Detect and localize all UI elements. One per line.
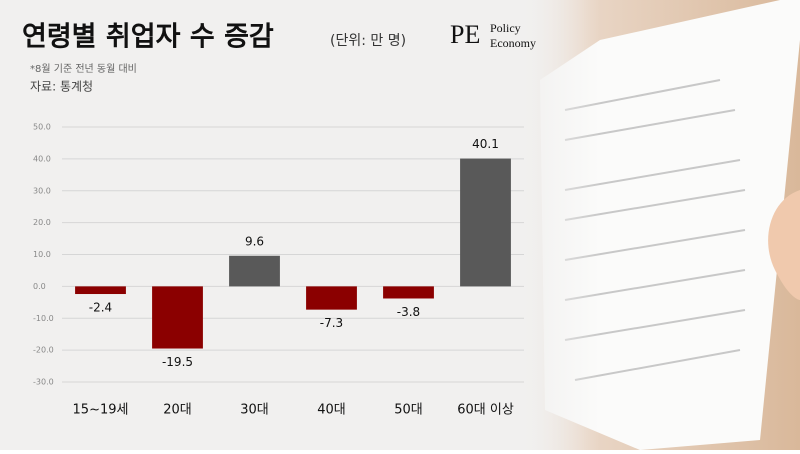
y-tick-label: 50.0 — [33, 123, 51, 132]
chart-note: *8월 기준 전년 동월 대비 — [30, 63, 137, 75]
x-tick-label: 40대 — [317, 403, 346, 418]
chart-subtitle: (단위: 만 명) — [330, 33, 406, 49]
bar — [460, 158, 511, 287]
value-label: -7.3 — [320, 316, 343, 330]
resume-paper — [540, 0, 800, 450]
bar — [306, 286, 357, 310]
x-tick-label: 15~19세 — [73, 403, 129, 418]
x-tick-label: 60대 이상 — [457, 403, 514, 418]
value-label: -3.8 — [397, 305, 420, 319]
value-label: -19.5 — [162, 355, 193, 369]
bar — [152, 286, 203, 349]
y-tick-label: 40.0 — [33, 154, 51, 163]
logo-mark: PE — [450, 20, 480, 49]
value-label: 40.1 — [472, 137, 499, 151]
y-tick-label: -30.0 — [33, 378, 54, 387]
photo-fade — [520, 0, 600, 450]
x-tick-label: 30대 — [240, 403, 269, 418]
y-tick-label: 0.0 — [33, 282, 46, 291]
logo-line1: Policy — [490, 21, 521, 35]
y-tick-label: 20.0 — [33, 218, 51, 227]
value-label: -2.4 — [89, 301, 112, 315]
x-tick-label: 50대 — [394, 403, 423, 418]
bar — [75, 286, 126, 295]
value-label: 9.6 — [245, 234, 264, 248]
y-tick-label: -10.0 — [33, 314, 54, 323]
y-tick-label: 30.0 — [33, 186, 51, 195]
y-tick-label: -20.0 — [33, 346, 54, 355]
chart-source: 자료: 통계청 — [30, 80, 93, 94]
logo-line2: Economy — [490, 36, 536, 50]
chart-title: 연령별 취업자 수 증감 — [22, 22, 274, 53]
x-tick-label: 20대 — [163, 403, 192, 418]
bar — [229, 255, 280, 287]
y-tick-label: 10.0 — [33, 250, 51, 259]
hand — [768, 190, 800, 300]
bar — [383, 286, 434, 299]
